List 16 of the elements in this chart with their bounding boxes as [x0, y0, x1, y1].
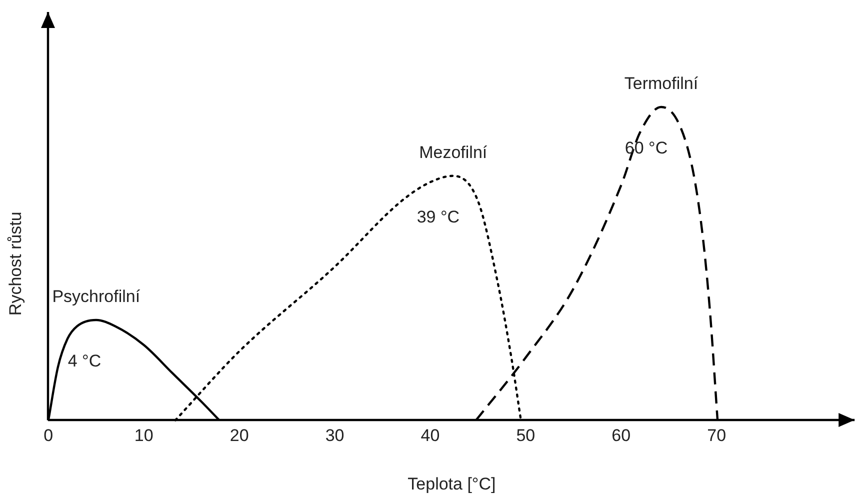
- series-label: Psychrofilní: [52, 287, 140, 306]
- annotation: 4 °C: [68, 352, 102, 371]
- x-tick-label: 30: [325, 426, 344, 446]
- x-tick-label: 0: [44, 426, 54, 446]
- x-tick-label: 60: [612, 426, 631, 446]
- series-label: Mezofilní: [419, 143, 488, 162]
- x-tick-label: 20: [230, 426, 249, 446]
- x-tick-label: 10: [134, 426, 154, 446]
- annotation: 60 °C: [624, 138, 668, 158]
- series-label: Termofilní: [624, 74, 698, 94]
- x-tick-label: 50: [516, 426, 536, 446]
- annotation: 39 °C: [416, 208, 460, 227]
- x-axis-title: Teplota [°C]: [408, 474, 496, 494]
- y-axis-title: Rychost růstu: [6, 212, 25, 316]
- x-tick-label: 40: [420, 426, 440, 446]
- x-tick-label: 70: [707, 426, 726, 446]
